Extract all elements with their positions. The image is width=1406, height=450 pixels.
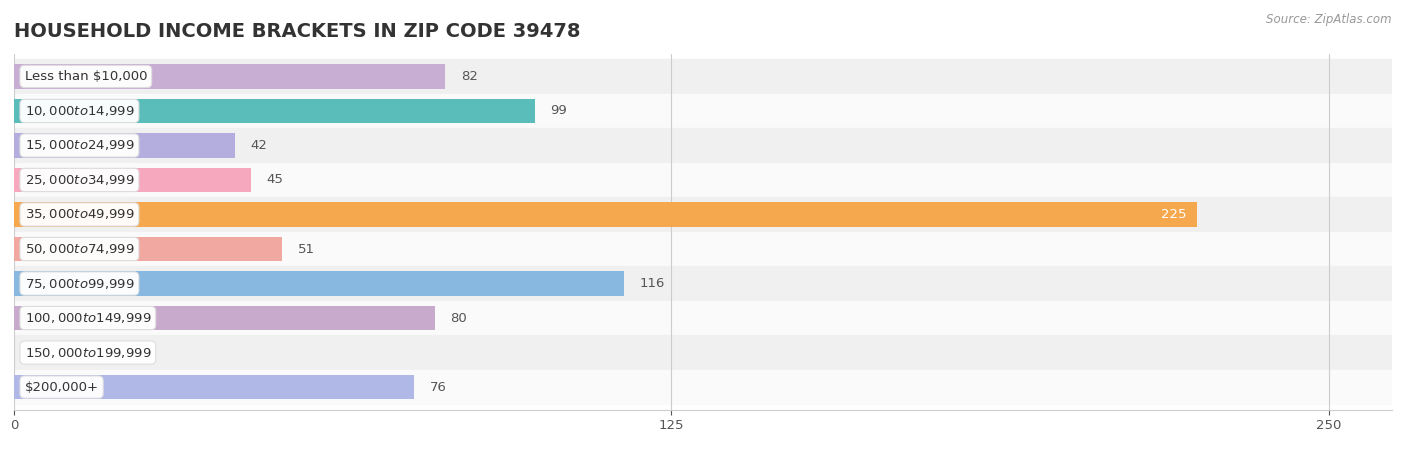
Bar	[14, 167, 250, 193]
Text: 51: 51	[298, 243, 315, 256]
Text: $15,000 to $24,999: $15,000 to $24,999	[24, 139, 134, 153]
Text: HOUSEHOLD INCOME BRACKETS IN ZIP CODE 39478: HOUSEHOLD INCOME BRACKETS IN ZIP CODE 39…	[14, 22, 581, 41]
Bar	[14, 202, 1198, 227]
Bar	[14, 306, 434, 330]
Bar	[14, 99, 534, 123]
Text: $150,000 to $199,999: $150,000 to $199,999	[24, 346, 150, 360]
Bar	[14, 94, 1392, 128]
Text: Less than $10,000: Less than $10,000	[24, 70, 148, 83]
Bar	[14, 237, 283, 261]
Text: 99: 99	[551, 104, 567, 117]
Text: $10,000 to $14,999: $10,000 to $14,999	[24, 104, 134, 118]
Text: 45: 45	[267, 174, 284, 186]
Bar	[14, 133, 235, 158]
Bar	[14, 266, 1392, 301]
Bar	[14, 197, 1392, 232]
Text: $200,000+: $200,000+	[24, 381, 98, 394]
Text: 42: 42	[250, 139, 267, 152]
Bar	[14, 163, 1392, 197]
Text: 76: 76	[429, 381, 446, 394]
Bar	[14, 375, 413, 400]
Bar	[14, 335, 1392, 370]
Text: $25,000 to $34,999: $25,000 to $34,999	[24, 173, 134, 187]
Text: $75,000 to $99,999: $75,000 to $99,999	[24, 276, 134, 291]
Bar	[14, 232, 1392, 266]
Bar	[14, 370, 1392, 404]
Bar	[14, 271, 624, 296]
Text: $100,000 to $149,999: $100,000 to $149,999	[24, 311, 150, 325]
Bar	[14, 59, 1392, 94]
Bar	[14, 128, 1392, 163]
Text: 116: 116	[640, 277, 665, 290]
Text: 0: 0	[30, 346, 38, 359]
Bar	[14, 64, 446, 89]
Text: Source: ZipAtlas.com: Source: ZipAtlas.com	[1267, 14, 1392, 27]
Text: $35,000 to $49,999: $35,000 to $49,999	[24, 207, 134, 221]
Bar	[14, 301, 1392, 335]
Text: 80: 80	[450, 311, 467, 324]
Text: 82: 82	[461, 70, 478, 83]
Text: 225: 225	[1161, 208, 1187, 221]
Text: $50,000 to $74,999: $50,000 to $74,999	[24, 242, 134, 256]
